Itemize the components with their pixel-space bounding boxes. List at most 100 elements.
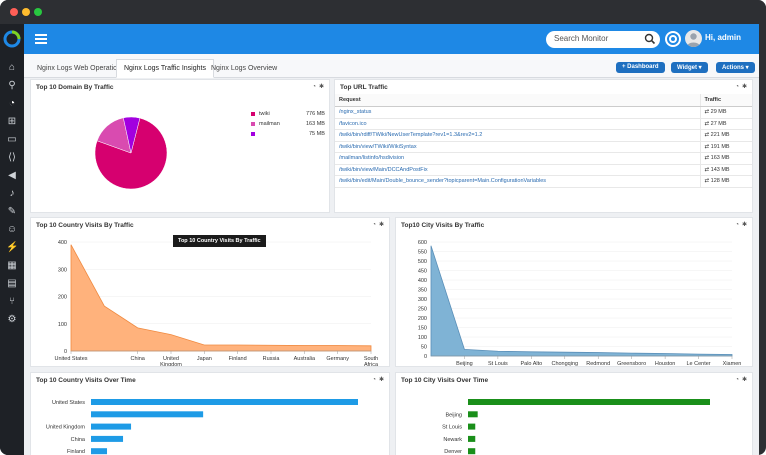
table-row[interactable]: /favicon.ico ⇄ 27 MB xyxy=(335,118,752,130)
search-icon[interactable] xyxy=(644,33,656,45)
table-row[interactable]: /nginx_status ⇄ 29 MB xyxy=(335,106,752,119)
menu-toggle-icon[interactable] xyxy=(35,34,47,44)
monitor-icon[interactable]: ▭ xyxy=(7,134,17,145)
bar[interactable] xyxy=(91,411,204,418)
search-box[interactable]: Search Monitor xyxy=(546,31,660,48)
pie-slice-slice-3[interactable] xyxy=(123,116,141,154)
dashboard-tabs: Nginx Logs Web Operations Nginx Logs Tra… xyxy=(24,54,759,78)
city-traffic-panel: Top10 City Visits By Traffic ◔ ✱ 0 50 100 15… xyxy=(395,217,753,367)
refresh-icon[interactable]: ◔ xyxy=(735,222,739,228)
top-bar: Search Monitor Hi, admin xyxy=(24,24,759,54)
y-tick-label: 600 xyxy=(418,240,427,246)
request-link[interactable]: /twiki/bin/rdiff/TWiki/NewUserTemplate?r… xyxy=(335,129,700,142)
column-header-request[interactable]: Request xyxy=(335,94,700,107)
y-tick-label: 250 xyxy=(418,307,427,313)
megaphone-icon[interactable]: ◀ xyxy=(8,170,16,181)
request-link[interactable]: /mailman/listinfo/hsdivision xyxy=(335,152,700,165)
tab-web-operations[interactable]: Nginx Logs Web Operations xyxy=(37,65,125,72)
bar[interactable] xyxy=(91,399,358,405)
gear-icon[interactable]: ✱ xyxy=(741,84,747,90)
x-tick-label: Houston xyxy=(655,361,676,366)
country-time-bar-chart: United States United Kingdom China Finland xyxy=(46,399,358,455)
calendar-icon[interactable]: ▦ xyxy=(7,260,17,271)
refresh-icon[interactable]: ◔ xyxy=(372,222,376,228)
country-area-chart: 0 100 200 300 400 United States China UnitedKin… xyxy=(54,240,378,366)
bar[interactable] xyxy=(468,423,476,430)
tab-traffic-insights[interactable]: Nginx Logs Traffic Insights xyxy=(116,59,214,78)
gear-icon[interactable]: ✱ xyxy=(741,377,747,383)
y-tick-label: 400 xyxy=(418,278,427,284)
traffic-value: ⇄ 191 MB xyxy=(699,141,752,153)
gear-icon[interactable]: ✱ xyxy=(378,377,384,383)
panel-title: Top 10 Domain By Traffic xyxy=(36,84,114,91)
legend-value-twiki: 776 MB xyxy=(306,111,325,117)
bar[interactable] xyxy=(468,435,476,442)
area-series[interactable] xyxy=(70,244,372,352)
refresh-icon[interactable]: ◔ xyxy=(735,377,739,383)
refresh-icon[interactable]: ◔ xyxy=(372,377,376,383)
request-link[interactable]: /twiki/bin/edit/Main/Double_bounce_sende… xyxy=(335,175,700,188)
add-dashboard-button[interactable]: + Dashboard xyxy=(616,62,665,73)
code-icon[interactable]: ⟨⟩ xyxy=(8,152,16,163)
home-icon[interactable]: ⌂ xyxy=(8,62,16,73)
column-header-traffic[interactable]: Traffic xyxy=(699,94,752,107)
gear-icon[interactable]: ✱ xyxy=(741,222,747,228)
request-link[interactable]: /twiki/bin/view/TWiki/WikiSyntax xyxy=(335,141,700,153)
plug-icon[interactable]: ✎ xyxy=(7,206,17,217)
bar[interactable] xyxy=(468,399,710,405)
x-tick-label: Japan xyxy=(197,356,212,362)
search-input[interactable]: Search Monitor xyxy=(554,34,609,43)
refresh-icon[interactable]: ◔ xyxy=(735,84,739,90)
request-link[interactable]: /favicon.ico xyxy=(335,118,700,130)
support-icon[interactable] xyxy=(665,31,681,47)
x-tick-label: Le Center xyxy=(686,361,710,366)
table-row[interactable]: /mailman/listinfo/hsdivision ⇄ 163 MB xyxy=(335,152,752,165)
users-icon[interactable]: ☺ xyxy=(6,224,18,235)
x-tick-label: Kingdom xyxy=(160,362,182,366)
request-link[interactable]: /twiki/bin/view/Main/DCCAndPostFix xyxy=(335,164,700,176)
bar[interactable] xyxy=(91,435,124,442)
panel-title: Top 10 Country Visits Over Time xyxy=(36,377,136,384)
legend-swatch-other xyxy=(251,132,255,136)
bar[interactable] xyxy=(468,411,478,418)
x-tick-label: China xyxy=(130,356,145,362)
y-tick-label: 50 xyxy=(421,345,427,351)
gear-icon[interactable]: ✱ xyxy=(318,84,324,90)
avatar[interactable] xyxy=(685,30,702,47)
table-row[interactable]: /twiki/bin/view/Main/DCCAndPostFix ⇄ 143 … xyxy=(335,164,752,176)
bell-icon[interactable]: ♪ xyxy=(9,188,15,199)
bolt-icon[interactable]: ⚡ xyxy=(6,242,19,253)
minimize-window-button[interactable] xyxy=(22,8,30,16)
settings-icon[interactable]: ⚙ xyxy=(7,314,17,325)
widget-button[interactable]: Widget ▾ xyxy=(671,62,708,73)
table-row[interactable]: /twiki/bin/rdiff/TWiki/NewUserTemplate?r… xyxy=(335,129,752,142)
tab-overview[interactable]: Nginx Logs Overview xyxy=(211,65,278,72)
actions-button[interactable]: Actions ▾ xyxy=(716,62,755,73)
country-traffic-panel: Top 10 Country Visits By Traffic ◔ ✱ 0 100… xyxy=(30,217,390,367)
refresh-icon[interactable]: ◔ xyxy=(312,84,316,90)
maximize-window-button[interactable] xyxy=(34,8,42,16)
user-menu[interactable]: Hi, admin xyxy=(705,33,742,42)
area-series[interactable] xyxy=(430,245,733,357)
x-tick-label: Palo Alto xyxy=(520,361,542,366)
x-tick-label: Greensboro xyxy=(617,361,646,366)
table-row[interactable]: /twiki/bin/view/TWiki/WikiSyntax ⇄ 191 MB xyxy=(335,141,752,153)
search-icon[interactable]: ⚲ xyxy=(8,80,16,91)
bar[interactable] xyxy=(91,448,108,455)
y-tick-label: 0 xyxy=(64,349,67,355)
x-tick-label: Germany xyxy=(326,356,349,362)
branch-icon[interactable]: ⑂ xyxy=(9,296,15,307)
pie-slice-twiki[interactable] xyxy=(94,117,168,190)
report-icon[interactable]: ▤ xyxy=(7,278,17,289)
topology-icon[interactable]: ⊞ xyxy=(7,116,17,127)
close-window-button[interactable] xyxy=(10,8,18,16)
bar[interactable] xyxy=(91,423,132,430)
dashboard-icon[interactable]: ◔ xyxy=(8,98,16,109)
gear-icon[interactable]: ✱ xyxy=(378,222,384,228)
table-row[interactable]: /twiki/bin/edit/Main/Double_bounce_sende… xyxy=(335,175,752,188)
app-logo-icon[interactable] xyxy=(3,30,21,48)
bar[interactable] xyxy=(468,448,476,455)
y-category-label: United States xyxy=(52,400,85,406)
request-link[interactable]: /nginx_status xyxy=(335,106,700,119)
